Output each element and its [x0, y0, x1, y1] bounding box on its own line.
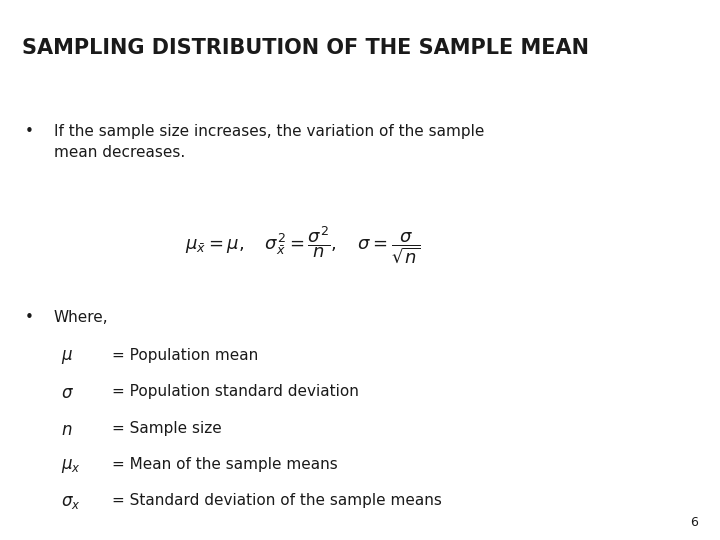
- Text: •: •: [25, 310, 34, 326]
- Text: SAMPLING DISTRIBUTION OF THE SAMPLE MEAN: SAMPLING DISTRIBUTION OF THE SAMPLE MEAN: [22, 38, 589, 58]
- Text: If the sample size increases, the variation of the sample
mean decreases.: If the sample size increases, the variat…: [54, 124, 485, 160]
- Text: $\sigma$: $\sigma$: [61, 384, 74, 402]
- Text: $\mu_x$: $\mu_x$: [61, 457, 81, 475]
- Text: = Population mean: = Population mean: [112, 348, 258, 363]
- Text: = Standard deviation of the sample means: = Standard deviation of the sample means: [112, 493, 441, 508]
- Text: = Population standard deviation: = Population standard deviation: [112, 384, 359, 400]
- Text: = Mean of the sample means: = Mean of the sample means: [112, 457, 338, 472]
- Text: $n$: $n$: [61, 421, 73, 438]
- Text: $\mu$: $\mu$: [61, 348, 73, 366]
- Text: Where,: Where,: [54, 310, 109, 326]
- Text: •: •: [25, 124, 34, 139]
- Text: $\mu_{\bar{x}} = \mu,$$\quad \sigma^2_{\bar{x}} = \dfrac{\sigma^2}{n},$$\quad \s: $\mu_{\bar{x}} = \mu,$$\quad \sigma^2_{\…: [184, 225, 420, 266]
- Text: $\sigma_x$: $\sigma_x$: [61, 493, 81, 511]
- Text: = Sample size: = Sample size: [112, 421, 221, 436]
- Text: 6: 6: [690, 516, 698, 529]
